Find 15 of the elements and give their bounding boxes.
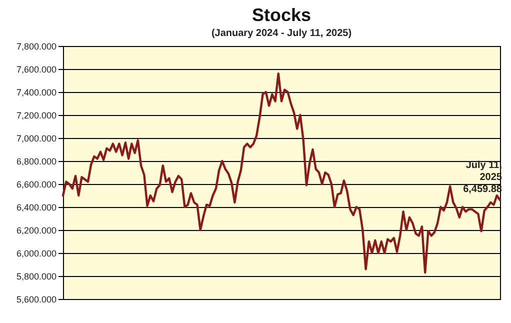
line-series [62, 72, 502, 274]
y-tick-label: 6,800.000 [16, 156, 56, 166]
chart-title: Stocks [252, 5, 312, 25]
y-tick-label: 7,800.000 [16, 42, 56, 52]
y-tick-label: 5,800.000 [16, 272, 56, 282]
y-tick-label: 6,000.000 [16, 248, 56, 258]
y-tick-label: 7,400.000 [16, 88, 56, 98]
y-tick-label: 7,000.000 [16, 134, 56, 144]
y-tick-label: 6,400.000 [16, 202, 56, 212]
chart-subtitle: (January 2024 - July 11, 2025) [211, 28, 352, 39]
y-tick-label: 6,200.000 [16, 226, 56, 236]
y-tick-label: 5,600.000 [16, 294, 56, 304]
y-tick-label: 6,600.000 [16, 180, 56, 190]
y-tick-label: 7,600.000 [16, 64, 56, 74]
y-tick-label: 7,200.000 [16, 110, 56, 120]
